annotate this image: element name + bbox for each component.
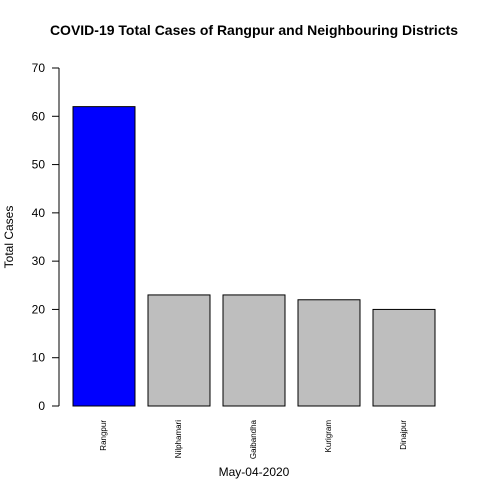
y-axis-ticks: 0 10 20 30 40 50 60 70	[32, 61, 59, 413]
y-tick-label: 0	[38, 399, 45, 413]
y-tick-label: 40	[32, 206, 46, 220]
y-axis-label: Total Cases	[2, 206, 16, 269]
bar-rangpur	[73, 107, 135, 406]
y-tick-label: 10	[32, 351, 46, 365]
bar-gaibandha	[223, 295, 285, 406]
bar-kurigram	[298, 300, 360, 406]
y-tick-label: 70	[32, 61, 46, 75]
chart-title: COVID-19 Total Cases of Rangpur and Neig…	[50, 22, 458, 38]
y-tick-label: 50	[32, 158, 46, 172]
bars	[73, 107, 435, 406]
y-tick-label: 20	[32, 302, 46, 316]
x-tick-label-kurigram: Kurigram	[324, 420, 333, 453]
bar-dinajpur	[373, 309, 435, 406]
x-tick-label-rangpur: Rangpur	[99, 420, 108, 451]
x-axis-label: May-04-2020	[219, 465, 290, 479]
category-labels: Rangpur Nilphamari Gaibandha Kurigram Dinajp…	[99, 419, 408, 459]
x-tick-label-gaibandha: Gaibandha	[249, 419, 258, 459]
y-tick-label: 60	[32, 109, 46, 123]
x-tick-label-dinajpur: Dinajpur	[399, 420, 408, 450]
x-tick-label-nilphamari: Nilphamari	[174, 420, 183, 458]
bar-nilphamari	[148, 295, 210, 406]
y-tick-label: 30	[32, 254, 46, 268]
